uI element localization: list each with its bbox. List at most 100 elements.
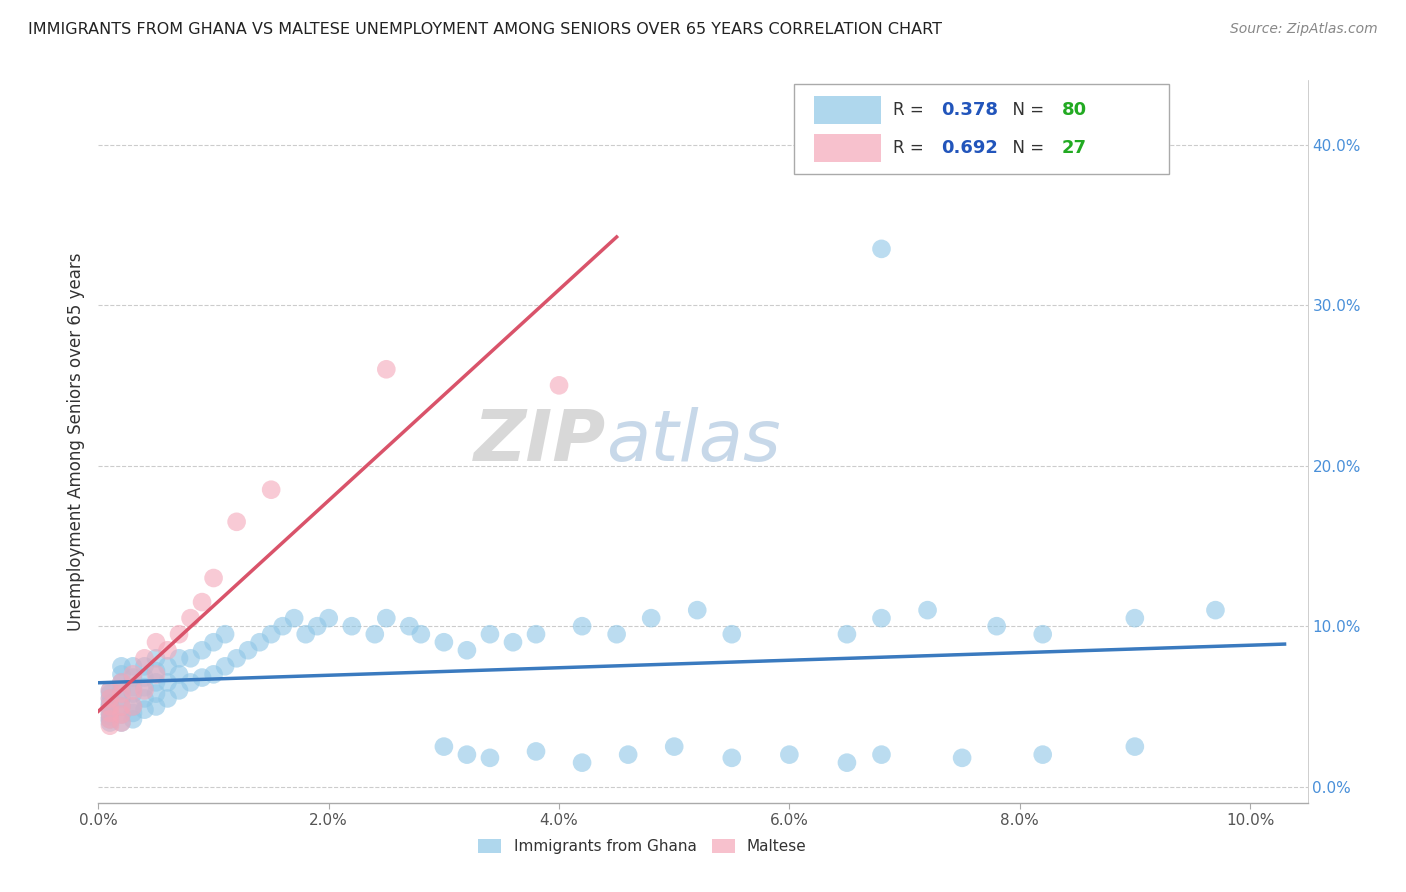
- Point: [606, 627, 628, 641]
- Point: [122, 699, 145, 714]
- Point: [478, 627, 501, 641]
- Point: [110, 699, 132, 714]
- Point: [1204, 603, 1226, 617]
- Point: [134, 680, 156, 694]
- Point: [98, 699, 121, 714]
- Point: [307, 619, 329, 633]
- Point: [98, 691, 121, 706]
- Point: [145, 675, 167, 690]
- Point: [456, 747, 478, 762]
- Point: [214, 659, 236, 673]
- Point: [110, 707, 132, 722]
- Point: [134, 651, 156, 665]
- Point: [835, 756, 858, 770]
- Point: [167, 683, 190, 698]
- Point: [110, 675, 132, 690]
- Point: [548, 378, 571, 392]
- Point: [433, 739, 456, 754]
- Point: [225, 515, 247, 529]
- Point: [260, 483, 283, 497]
- Text: R =: R =: [893, 101, 929, 119]
- Point: [340, 619, 363, 633]
- Point: [664, 739, 686, 754]
- Point: [225, 651, 247, 665]
- Point: [110, 699, 132, 714]
- Bar: [814, 135, 880, 162]
- Point: [870, 747, 893, 762]
- Text: IMMIGRANTS FROM GHANA VS MALTESE UNEMPLOYMENT AMONG SENIORS OVER 65 YEARS CORREL: IMMIGRANTS FROM GHANA VS MALTESE UNEMPLO…: [28, 22, 942, 37]
- Point: [145, 664, 167, 678]
- Point: [122, 667, 145, 681]
- Point: [720, 751, 742, 765]
- Point: [98, 709, 121, 723]
- Point: [98, 712, 121, 726]
- Point: [98, 712, 121, 726]
- Point: [110, 715, 132, 730]
- Point: [375, 611, 398, 625]
- Point: [283, 611, 305, 625]
- Legend: Immigrants from Ghana, Maltese: Immigrants from Ghana, Maltese: [472, 833, 813, 860]
- Point: [134, 691, 156, 706]
- Point: [409, 627, 432, 641]
- Point: [398, 619, 420, 633]
- Point: [156, 643, 179, 657]
- Point: [180, 675, 202, 690]
- Point: [720, 627, 742, 641]
- Point: [145, 687, 167, 701]
- Point: [110, 683, 132, 698]
- Point: [122, 699, 145, 714]
- Point: [202, 571, 225, 585]
- Text: Source: ZipAtlas.com: Source: ZipAtlas.com: [1230, 22, 1378, 37]
- Point: [778, 747, 800, 762]
- Point: [686, 603, 709, 617]
- Point: [571, 619, 593, 633]
- Point: [260, 627, 283, 641]
- Point: [145, 651, 167, 665]
- Text: 27: 27: [1062, 139, 1087, 157]
- Text: ZIP: ZIP: [474, 407, 606, 476]
- Text: R =: R =: [893, 139, 929, 157]
- Point: [134, 659, 156, 673]
- Point: [870, 242, 893, 256]
- Point: [98, 687, 121, 701]
- Point: [122, 687, 145, 701]
- Point: [110, 715, 132, 730]
- Point: [110, 667, 132, 681]
- Point: [156, 691, 179, 706]
- Point: [986, 619, 1008, 633]
- Point: [122, 683, 145, 698]
- Point: [98, 706, 121, 720]
- Point: [191, 643, 214, 657]
- Point: [236, 643, 259, 657]
- Point: [502, 635, 524, 649]
- Point: [1032, 627, 1054, 641]
- Point: [98, 706, 121, 720]
- Text: N =: N =: [1001, 101, 1049, 119]
- Text: 80: 80: [1062, 101, 1087, 119]
- Point: [271, 619, 294, 633]
- Point: [98, 696, 121, 710]
- Point: [145, 699, 167, 714]
- Point: [1123, 611, 1146, 625]
- Point: [145, 667, 167, 681]
- Point: [145, 635, 167, 649]
- Point: [375, 362, 398, 376]
- Point: [617, 747, 640, 762]
- Point: [202, 667, 225, 681]
- Point: [318, 611, 340, 625]
- Point: [167, 627, 190, 641]
- Point: [835, 627, 858, 641]
- Point: [167, 651, 190, 665]
- Point: [98, 683, 121, 698]
- Text: 0.692: 0.692: [941, 139, 998, 157]
- Point: [134, 671, 156, 685]
- Point: [571, 756, 593, 770]
- Point: [433, 635, 456, 649]
- Point: [1032, 747, 1054, 762]
- Point: [156, 659, 179, 673]
- Point: [524, 744, 547, 758]
- Y-axis label: Unemployment Among Seniors over 65 years: Unemployment Among Seniors over 65 years: [66, 252, 84, 631]
- Point: [478, 751, 501, 765]
- Point: [191, 671, 214, 685]
- Text: N =: N =: [1001, 139, 1049, 157]
